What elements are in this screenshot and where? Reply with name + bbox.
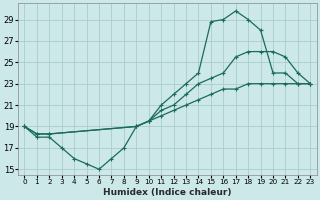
X-axis label: Humidex (Indice chaleur): Humidex (Indice chaleur) xyxy=(103,188,232,197)
